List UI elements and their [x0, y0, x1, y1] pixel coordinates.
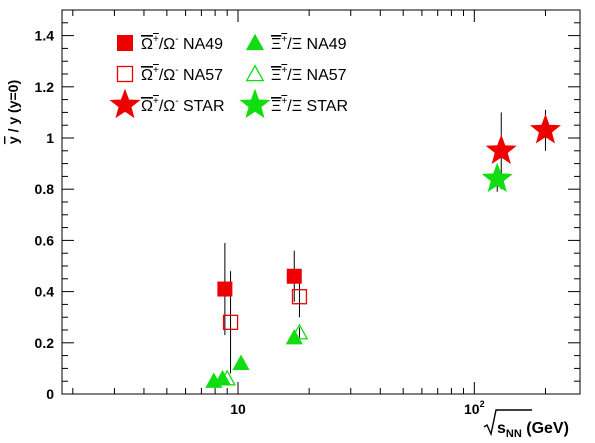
x-tick-label: 102 [464, 399, 485, 417]
legend-label-experiment: NA49 [302, 36, 347, 53]
data-point-star [485, 134, 517, 164]
legend-label-slash: /Ω [159, 67, 175, 84]
legend-label-sup: + [153, 65, 159, 76]
data-point-star [481, 162, 513, 193]
legend-label: Ξ+/Ξ STAR [271, 96, 348, 115]
y-axis-title: y / y (y=0) [5, 80, 21, 144]
x-tick-label-base: 10 [464, 401, 480, 417]
data-point-triangle [218, 369, 236, 386]
x-tick-label: 10 [230, 401, 246, 417]
legend-label-slash: /Ξ [287, 67, 302, 84]
x-label-subscript: NN [506, 428, 522, 440]
legend-label-experiment: NA49 [179, 36, 224, 53]
legend-label-experiment: NA57 [179, 67, 224, 84]
legend-label-particle: Ω [141, 98, 153, 115]
data-markers [205, 113, 561, 388]
legend-label-experiment: STAR [302, 98, 348, 115]
axis-labels: sNN (GeV) y / y (y=0) [5, 80, 569, 440]
legend-label-experiment: NA57 [302, 67, 347, 84]
legend-label-sup: + [281, 34, 287, 45]
legend-marker-square [117, 35, 133, 51]
y-label-overline-part: y [5, 136, 21, 144]
legend-label-slash: /Ξ [287, 98, 302, 115]
data-point-triangle [232, 354, 250, 370]
legend-label: Ω+/Ω- NA57 [141, 65, 223, 84]
legend-label-particle: Ω [141, 67, 153, 84]
legend-label-particle: Ξ [271, 36, 281, 53]
legend-label-particle: Ξ [271, 67, 281, 84]
legend-label-sup: + [153, 34, 159, 45]
legend-label: Ω+/Ω- STAR [141, 96, 225, 115]
y-tick-label: 1.4 [35, 28, 55, 44]
y-label-rest: / y (y=0) [5, 80, 21, 136]
legend-label-sup2: - [175, 34, 178, 45]
legend-label-sup2: - [175, 65, 178, 76]
legend-label-experiment: STAR [179, 98, 225, 115]
legend-label: Ξ+/Ξ NA57 [271, 65, 347, 84]
y-tick-label: 0.8 [35, 181, 55, 197]
legend-marker-star [109, 88, 141, 119]
legend-label: Ξ+/Ξ NA49 [271, 34, 347, 53]
legend-label-slash: /Ω [159, 98, 175, 115]
legend-label-slash: /Ω [159, 36, 175, 53]
y-tick-label: 1.2 [35, 79, 55, 95]
x-label-radicand: s [497, 420, 506, 437]
axes: 00.20.40.60.811.21.410 102 [35, 9, 581, 417]
data-point-triangle [290, 323, 309, 340]
legend-label-sup: + [281, 65, 287, 76]
y-tick-label: 0.4 [35, 284, 55, 300]
y-tick-label: 0.2 [35, 335, 55, 351]
data-point-square [291, 289, 308, 305]
legend-marker-star [239, 88, 271, 119]
data-point-star [529, 113, 561, 144]
legend-label: Ω+/Ω- NA49 [141, 34, 223, 53]
legend-label-sup: + [153, 96, 159, 107]
legend-label-particle: Ξ [271, 98, 281, 115]
y-tick-label: 1 [46, 130, 54, 146]
x-axis-title: sNN (GeV) [497, 420, 569, 440]
data-point-square [222, 314, 239, 330]
legend-marker-square [116, 65, 134, 83]
legend-marker-triangle [245, 64, 265, 82]
legend-label-sup: + [281, 96, 287, 107]
data-point-triangle [285, 328, 303, 345]
x-tick-label-exponent: 2 [480, 399, 485, 409]
legend-label-particle: Ω [141, 36, 153, 53]
y-tick-label: 0.6 [35, 232, 55, 248]
x-label-unit: (GeV) [522, 420, 569, 437]
legend-marker-triangle [245, 33, 265, 51]
x-label-sqrt-sign [483, 409, 532, 437]
legend-label-slash: /Ξ [287, 36, 302, 53]
legend-label-sup2: - [175, 96, 178, 107]
y-tick-label: 0 [46, 386, 54, 402]
x-tick-label-base: 10 [230, 401, 246, 417]
data-point-square [217, 281, 233, 297]
data-point-square [286, 268, 302, 284]
